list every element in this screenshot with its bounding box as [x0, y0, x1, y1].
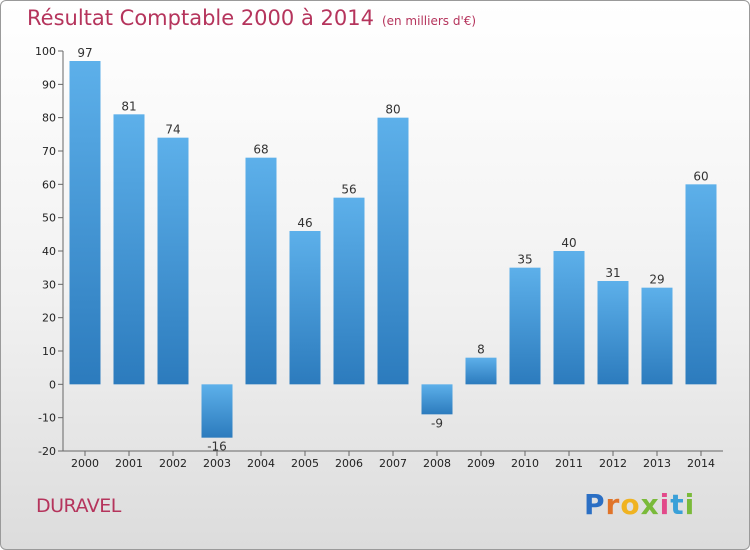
data-label: 31 [605, 266, 620, 280]
bar [465, 357, 497, 385]
y-tick-label: 10 [42, 345, 56, 358]
x-tick-label: 2011 [555, 457, 583, 470]
data-label: 29 [649, 273, 664, 287]
y-tick-label: 100 [35, 45, 56, 58]
data-label: 35 [517, 253, 532, 267]
logo-letter: x [640, 488, 660, 521]
chart-title: Résultat Comptable 2000 à 2014 [27, 6, 374, 30]
data-label: 68 [253, 143, 268, 157]
data-label: 8 [477, 343, 485, 357]
proxiti-logo: Proxiti [584, 488, 695, 521]
x-tick-label: 2007 [379, 457, 407, 470]
x-tick-label: 2003 [203, 457, 231, 470]
chart-subtitle: (en milliers d'€) [381, 14, 477, 28]
data-label: 60 [693, 169, 708, 183]
bar [201, 384, 233, 438]
y-tick-label: -20 [38, 445, 56, 458]
x-tick-label: 2004 [247, 457, 275, 470]
chart-title-block: Résultat Comptable 2000 à 2014 (en millie… [27, 6, 476, 30]
y-tick-label: 0 [49, 378, 56, 391]
x-tick-label: 2000 [71, 457, 99, 470]
bar [289, 231, 321, 385]
logo-letter: t [670, 488, 685, 521]
y-tick-label: 50 [42, 212, 56, 225]
x-tick-label: 2013 [643, 457, 671, 470]
commune-name: DURAVEL [36, 495, 121, 517]
y-tick-label: 60 [42, 178, 56, 191]
x-tick-label: 2010 [511, 457, 539, 470]
x-tick-label: 2012 [599, 457, 627, 470]
bar [509, 267, 541, 385]
data-label: 80 [385, 103, 400, 117]
bar [333, 197, 365, 385]
data-label: 46 [297, 216, 312, 230]
bars-layer: 97 81 74 -16 68 46 56 80 -9 8 35 40 31 29 60 [69, 46, 717, 454]
x-tick-label: 2014 [687, 457, 715, 470]
x-tick-label: 2009 [467, 457, 495, 470]
data-label: 74 [165, 123, 180, 137]
bar [597, 281, 629, 385]
x-tick-label: 2001 [115, 457, 143, 470]
y-tick-label: -10 [38, 412, 56, 425]
bar [377, 117, 409, 385]
bar [641, 287, 673, 385]
bar [157, 137, 189, 385]
bar [69, 61, 101, 385]
x-tick-label: 2005 [291, 457, 319, 470]
bar [421, 384, 453, 415]
y-tick-label: 90 [42, 78, 56, 91]
logo-letter: i [659, 488, 671, 521]
data-label: 40 [561, 236, 576, 250]
data-label: 97 [77, 46, 92, 60]
data-label: -16 [207, 440, 227, 454]
bar [113, 114, 145, 385]
bar [553, 251, 585, 385]
x-tick-label: 2002 [159, 457, 187, 470]
data-label: 56 [341, 183, 356, 197]
y-tick-label: 30 [42, 278, 56, 291]
y-tick-label: 20 [42, 312, 56, 325]
bar [685, 184, 717, 385]
bar [245, 157, 277, 385]
x-tick-label: 2008 [423, 457, 451, 470]
axes-layer: -20 -10 0 10 20 30 40 50 60 70 80 90 100 2000 2001 2002… [35, 45, 723, 470]
logo-letter: o [620, 488, 641, 521]
data-label: 81 [121, 99, 136, 113]
y-tick-label: 70 [42, 145, 56, 158]
logo-letter: r [605, 488, 621, 521]
logo-letter: P [584, 488, 606, 521]
x-tick-label: 2006 [335, 457, 363, 470]
y-tick-label: 40 [42, 245, 56, 258]
y-tick-label: 80 [42, 112, 56, 125]
logo-letter: i [684, 488, 696, 521]
data-label: -9 [431, 416, 443, 430]
